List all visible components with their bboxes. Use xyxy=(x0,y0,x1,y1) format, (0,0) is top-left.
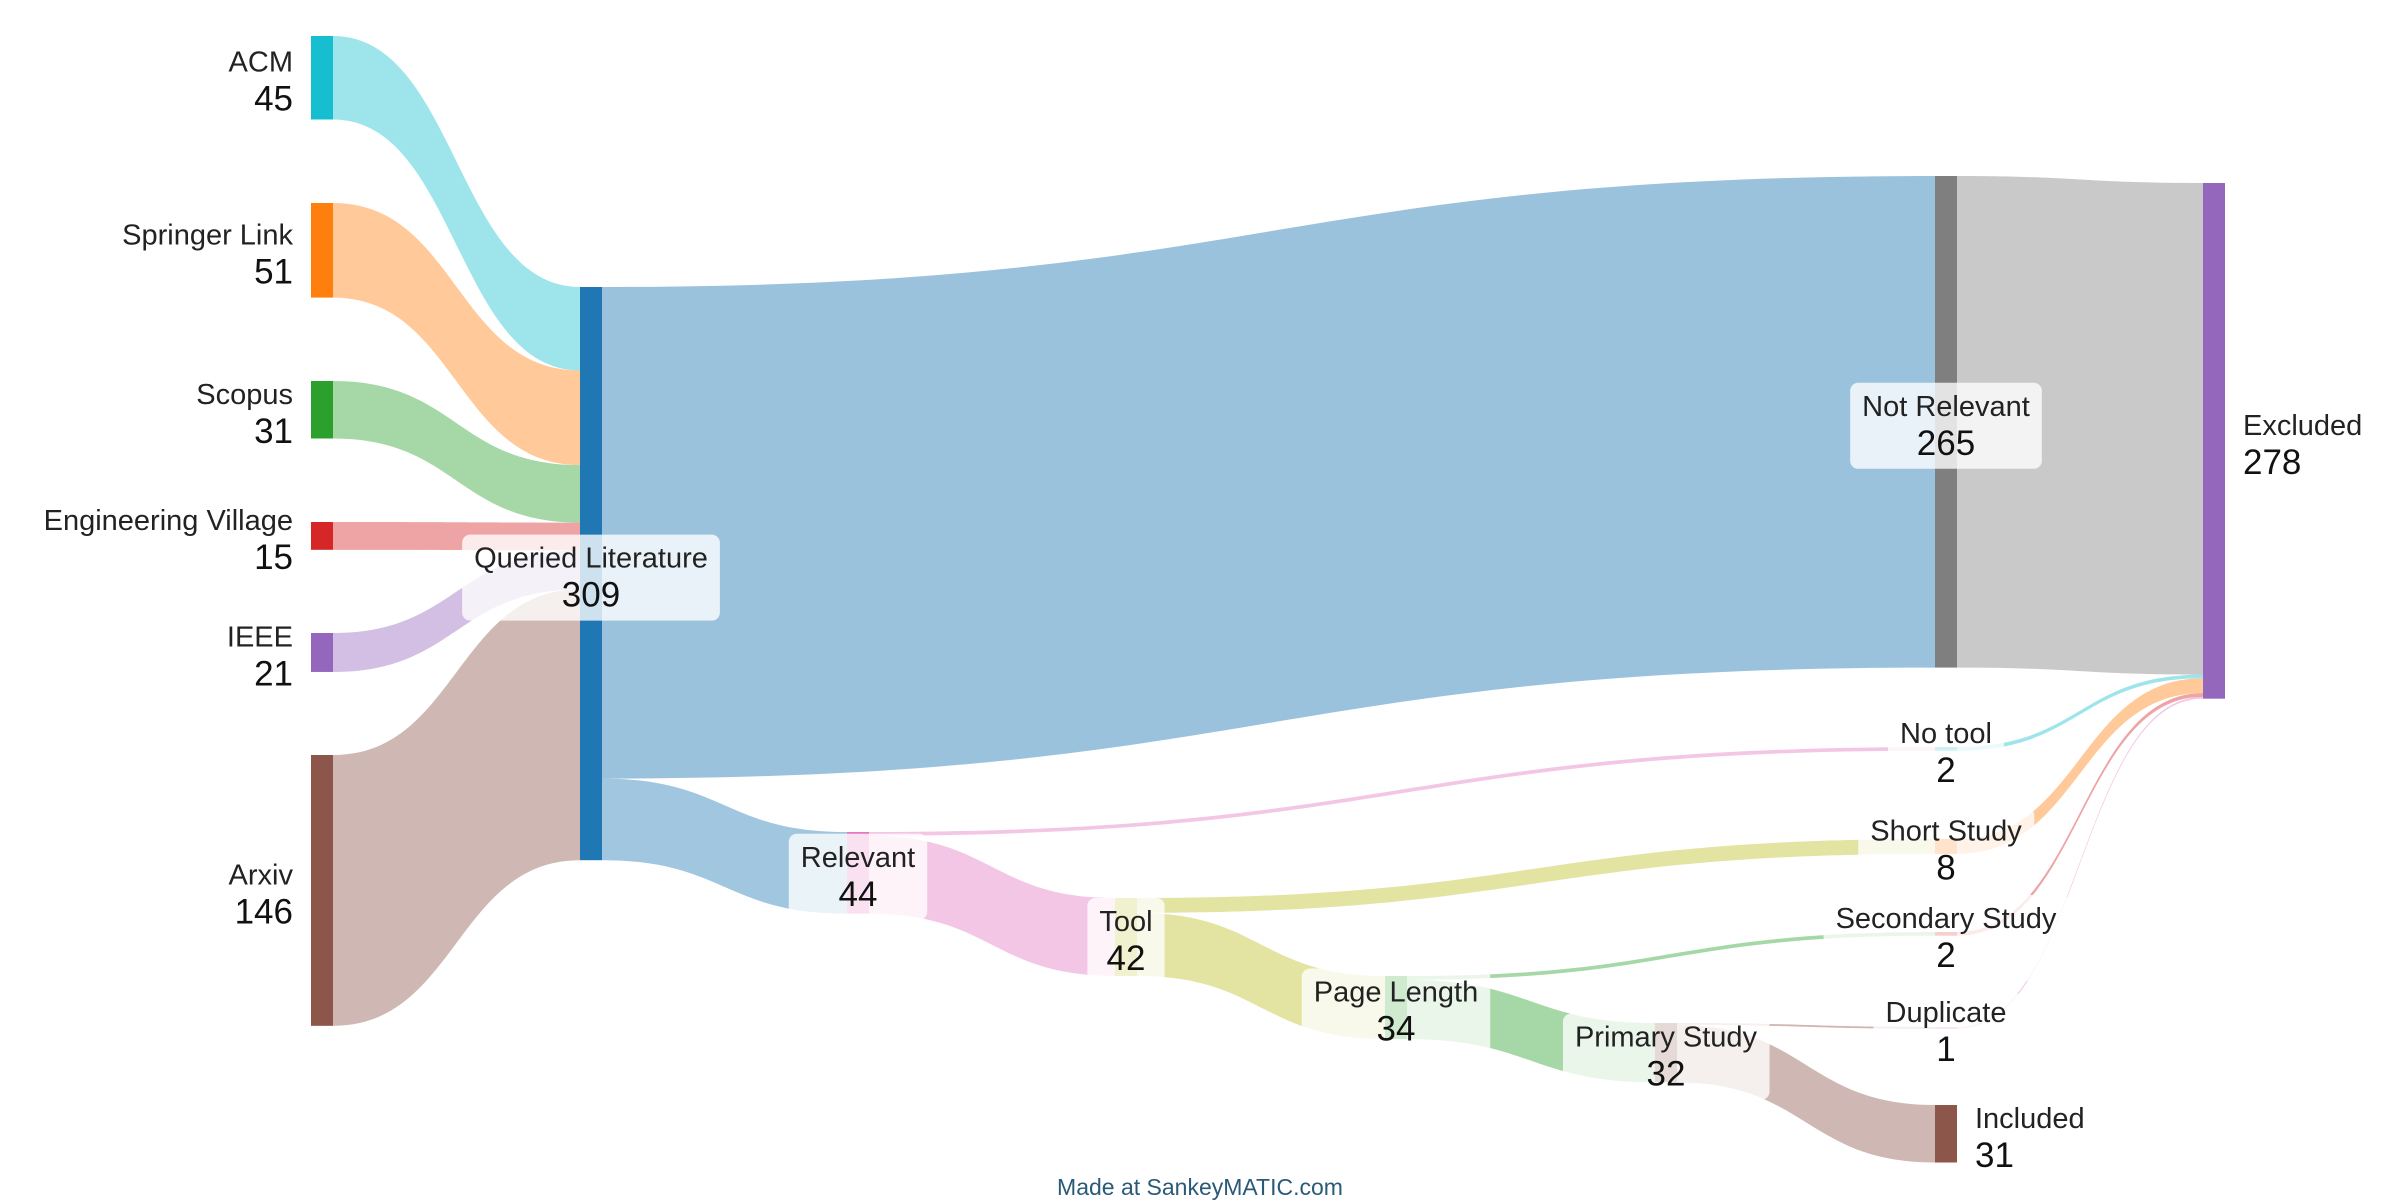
node-value-excluded: 278 xyxy=(2243,443,2301,482)
flow-notrel-to-excluded xyxy=(1957,176,2203,675)
flow-short-to-excluded xyxy=(1957,678,2203,854)
flow-queried-to-notrel xyxy=(602,176,1935,779)
node-bar-scopus xyxy=(311,381,333,439)
node-label-box-short-study xyxy=(1858,807,2035,894)
flow-duplicate-to-excluded xyxy=(1957,696,2203,1029)
node-value-arxiv: 146 xyxy=(235,892,293,931)
flow-acm-to-queried xyxy=(333,36,580,371)
node-name-tool: Tool xyxy=(1099,906,1152,938)
flow-springer-to-queried xyxy=(333,203,580,466)
node-value-no-tool: 2 xyxy=(1936,751,1955,790)
node-label-box-not-relevant xyxy=(1850,382,2042,469)
node-name-arxiv: Arxiv xyxy=(229,859,294,891)
node-value-tool: 42 xyxy=(1107,939,1146,978)
node-label-box-duplicate xyxy=(1873,988,2019,1075)
node-value-queried-literature: 309 xyxy=(562,576,620,615)
node-value-not-relevant: 265 xyxy=(1917,424,1975,463)
node-bar-springer-link xyxy=(311,203,333,298)
node-label-box-primary-study xyxy=(1562,1013,1770,1100)
node-name-engineering-village: Engineering Village xyxy=(44,505,293,537)
node-value-relevant: 44 xyxy=(839,875,878,914)
node-bar-arxiv xyxy=(311,755,333,1026)
flow-relevant-to-notool xyxy=(869,747,1935,836)
node-value-acm: 45 xyxy=(254,80,293,119)
flow-scopus-to-queried xyxy=(333,381,580,523)
flow-queried-to-relevant xyxy=(602,778,847,914)
node-label-box-queried-literature xyxy=(462,534,720,621)
node-value-engineering-village: 15 xyxy=(254,538,293,577)
node-value-secondary-study: 2 xyxy=(1936,936,1955,975)
node-name-not-relevant: Not Relevant xyxy=(1862,391,2030,423)
node-value-primary-study: 32 xyxy=(1647,1055,1686,1094)
flow-tool-to-short xyxy=(1137,839,1935,913)
node-bar-excluded xyxy=(2203,183,2225,699)
flow-secondary-to-excluded xyxy=(1957,693,2203,936)
node-label-box-page-length xyxy=(1301,968,1491,1055)
node-bar-acm xyxy=(311,36,333,120)
node-value-ieee: 21 xyxy=(254,654,293,693)
node-name-springer-link: Springer Link xyxy=(122,219,293,251)
node-name-no-tool: No tool xyxy=(1900,718,1992,750)
node-label-box-no-tool xyxy=(1888,709,2004,796)
node-name-queried-literature: Queried Literature xyxy=(474,543,708,575)
flow-relevant-to-tool xyxy=(869,835,1115,976)
node-value-springer-link: 51 xyxy=(254,252,293,291)
node-value-page-length: 34 xyxy=(1377,1010,1416,1049)
node-name-duplicate: Duplicate xyxy=(1886,997,2007,1029)
node-name-scopus: Scopus xyxy=(196,379,293,411)
node-name-excluded: Excluded xyxy=(2243,410,2362,442)
node-bar-included xyxy=(1935,1105,1957,1163)
flow-pagelen-to-secondary xyxy=(1407,932,1935,980)
node-name-included: Included xyxy=(1975,1103,2085,1135)
node-label-box-tool xyxy=(1087,897,1165,984)
node-label-box-secondary-study xyxy=(1823,894,2069,981)
node-name-relevant: Relevant xyxy=(801,842,915,874)
node-value-short-study: 8 xyxy=(1936,848,1955,887)
node-bar-ieee xyxy=(311,633,333,672)
node-name-primary-study: Primary Study xyxy=(1575,1022,1758,1054)
node-bar-engineering-village xyxy=(311,522,333,550)
credit-footer[interactable]: Made at SankeyMATIC.com xyxy=(1057,1174,1343,1200)
flow-arxiv-to-queried xyxy=(333,589,580,1026)
node-name-page-length: Page Length xyxy=(1314,977,1478,1009)
node-name-acm: ACM xyxy=(229,47,293,79)
flow-notool-to-excluded xyxy=(1957,674,2203,751)
node-value-duplicate: 1 xyxy=(1936,1030,1955,1069)
node-value-scopus: 31 xyxy=(254,412,293,451)
node-name-ieee: IEEE xyxy=(227,621,293,653)
node-name-secondary-study: Secondary Study xyxy=(1836,903,2057,935)
node-label-box-relevant xyxy=(788,833,928,920)
node-name-short-study: Short Study xyxy=(1870,815,2022,847)
node-value-included: 31 xyxy=(1975,1136,2014,1175)
